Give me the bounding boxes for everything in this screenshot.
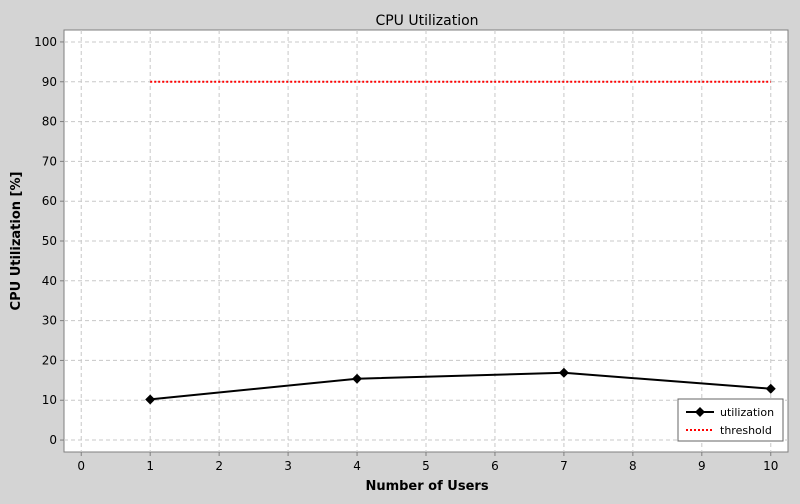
y-tick-label: 30 — [42, 314, 57, 328]
x-tick-label: 7 — [560, 459, 568, 473]
x-tick-label: 6 — [491, 459, 499, 473]
legend-utilization-marker — [695, 407, 705, 417]
y-tick-label: 90 — [42, 75, 57, 89]
y-tick-label: 20 — [42, 353, 57, 367]
grid-layer — [64, 30, 788, 452]
x-tick-label: 1 — [146, 459, 154, 473]
y-tick-label: 70 — [42, 154, 57, 168]
data-point-utilization — [145, 394, 156, 405]
y-tick-label: 10 — [42, 393, 57, 407]
data-point-utilization — [765, 383, 776, 394]
x-tick-label: 10 — [763, 459, 778, 473]
y-tick-label: 50 — [42, 234, 57, 248]
x-axis-label: Number of Users — [365, 479, 488, 494]
data-point-utilization — [558, 367, 569, 378]
y-tick-label: 100 — [34, 35, 57, 49]
x-tick-label: 4 — [353, 459, 361, 473]
y-tick-label: 0 — [49, 433, 57, 447]
x-tick-label: 8 — [629, 459, 637, 473]
legend-utilization-label: utilization — [720, 406, 774, 419]
series-layer — [145, 80, 776, 405]
series-line-utilization — [150, 371, 771, 401]
y-tick-label: 40 — [42, 274, 57, 288]
legend-box — [677, 398, 784, 442]
y-tick-label: 80 — [42, 115, 57, 129]
x-tick-label: 5 — [422, 459, 430, 473]
x-tick-label: 3 — [284, 459, 292, 473]
chart-title: CPU Utilization — [375, 13, 478, 29]
axis-layer: 0 10 20 30 40 50 60 70 80 90 100 0 1 2 3 4 5 6 7 8 9 10 — [34, 35, 778, 473]
x-tick-label: 2 — [215, 459, 223, 473]
y-axis-label: CPU Utilization [%] — [9, 172, 24, 311]
data-point-utilization — [352, 373, 363, 384]
legend-threshold-label: threshold — [720, 424, 772, 437]
x-tick-label: 0 — [77, 459, 85, 473]
x-tick-label: 9 — [698, 459, 706, 473]
legend: utilization threshold — [677, 398, 784, 442]
y-tick-label: 60 — [42, 194, 57, 208]
